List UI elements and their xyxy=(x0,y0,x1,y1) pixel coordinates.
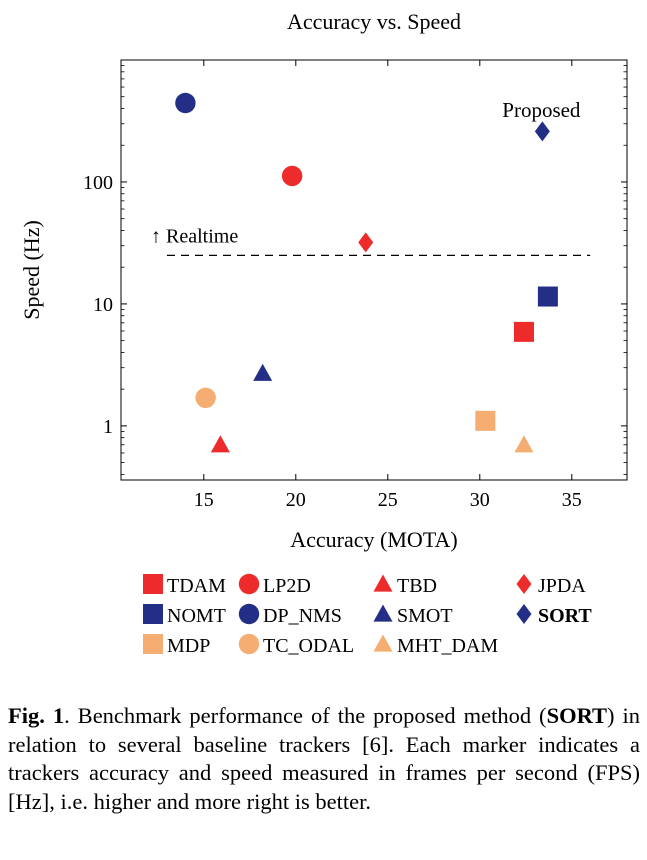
legend-label-jpda: JPDA xyxy=(538,575,586,597)
legend-marker-nomt xyxy=(143,604,163,624)
legend-marker-lp2d xyxy=(238,573,260,595)
legend-label-mdp: MDP xyxy=(167,635,210,657)
data-point-mht-dam xyxy=(514,435,534,453)
data-point-tdam xyxy=(513,321,534,342)
data-point-jpda xyxy=(358,232,374,253)
caption-method-name: SORT xyxy=(546,703,608,728)
realtime-label: ↑ Realtime xyxy=(151,225,238,247)
x-tick-label: 15 xyxy=(194,489,214,511)
data-point-tbd xyxy=(210,435,230,453)
x-tick-label: 25 xyxy=(378,489,398,511)
legend-label-tbd: TBD xyxy=(397,575,437,597)
x-tick-label: 35 xyxy=(562,489,582,511)
x-axis-label: Accuracy (MOTA) xyxy=(290,527,457,552)
data-point-smot xyxy=(253,363,273,381)
data-point-lp2d xyxy=(281,165,303,187)
chart-title: Accuracy vs. Speed xyxy=(287,9,461,34)
legend-label-sort: SORT xyxy=(538,605,592,627)
data-markers xyxy=(175,92,558,453)
legend-label-nomt: NOMT xyxy=(167,605,226,627)
legend-marker-tbd xyxy=(373,574,393,592)
data-point-nomt xyxy=(537,286,558,307)
data-point-mdp xyxy=(475,410,496,431)
legend-label-smot: SMOT xyxy=(397,605,453,627)
legend-marker-mht-dam xyxy=(373,634,393,652)
legend-label-mht-dam: MHT_DAM xyxy=(397,635,498,657)
x-axis-ticks: 15 20 25 30 35 xyxy=(194,60,582,511)
legend-label-tdam: TDAM xyxy=(167,575,226,597)
y-tick-label: 1 xyxy=(103,416,113,438)
figure-label: Fig. 1 xyxy=(8,703,65,728)
legend-marker-mdp xyxy=(143,634,163,654)
plot-frame xyxy=(120,59,628,481)
x-tick-label: 20 xyxy=(286,489,306,511)
legend-label-tc-odal: TC_ODAL xyxy=(263,635,354,657)
legend-label-dp-nms: DP_NMS xyxy=(263,605,342,627)
data-point-tc-odal xyxy=(195,387,216,408)
figure-caption: Fig. 1. Benchmark performance of the pro… xyxy=(8,702,640,816)
legend-marker-tc-odal xyxy=(238,633,260,655)
legend-marker-jpda xyxy=(516,574,532,594)
data-point-dp-nms xyxy=(175,92,196,114)
legend-label-lp2d: LP2D xyxy=(263,575,311,597)
legend-marker-tdam xyxy=(143,574,163,594)
legend: TDAM LP2D TBD JPDA NOMT DP_NMS SMOT SORT MDP TC_O… xyxy=(143,573,592,657)
x-tick-label: 30 xyxy=(470,489,490,511)
legend-marker-sort xyxy=(516,604,532,624)
legend-marker-smot xyxy=(373,604,393,622)
caption-text-before: . Benchmark performance of the proposed … xyxy=(64,703,547,728)
y-axis-ticks: 1 10 100 xyxy=(83,65,627,475)
y-tick-label: 100 xyxy=(83,172,113,194)
legend-marker-dp-nms xyxy=(238,603,260,625)
data-point-sort xyxy=(534,121,550,142)
y-tick-label: 10 xyxy=(93,294,113,316)
y-axis-label: Speed (Hz) xyxy=(19,220,44,320)
caption-text-after: ) in relation to several baseline tracke… xyxy=(8,703,641,814)
benchmark-chart: Accuracy vs. Speed 15 20 25 30 35 1 10 100 Acc… xyxy=(19,9,628,657)
proposed-annotation: Proposed xyxy=(502,98,581,122)
